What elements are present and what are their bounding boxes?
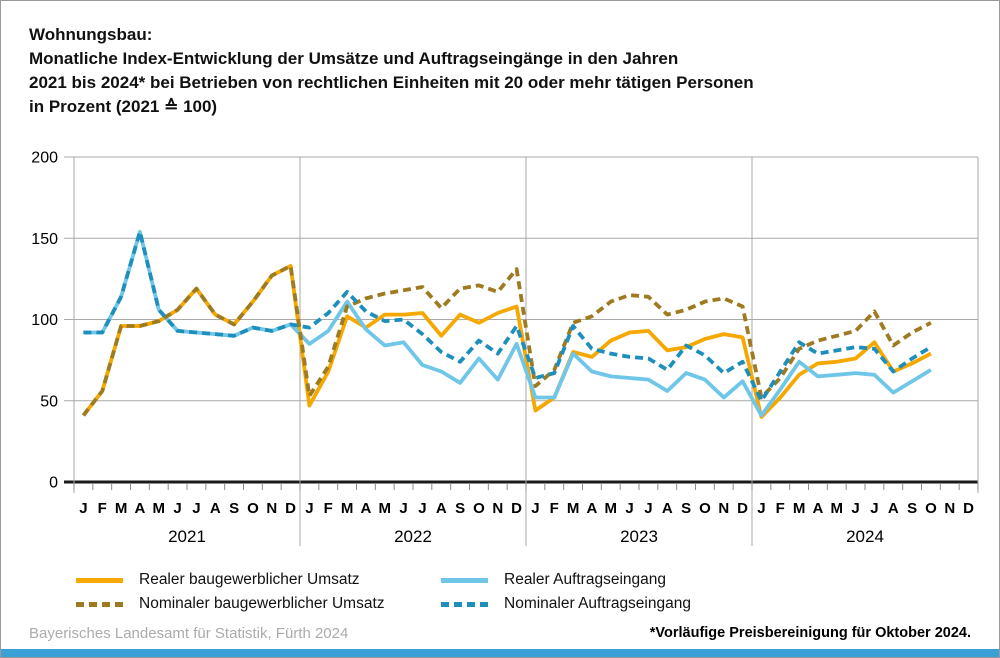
year-label-2023: 2023: [620, 527, 658, 546]
month-label: S: [907, 500, 917, 517]
month-label: N: [492, 500, 503, 517]
month-label: O: [247, 500, 259, 517]
legend-item-realer-auftragseingang: Realer Auftragseingang: [441, 568, 666, 592]
month-label: O: [925, 500, 937, 517]
legend-label-nominaler-auftragseingang: Nominaler Auftragseingang: [504, 595, 691, 612]
footnote-text: *Vorläufige Preisbereinigung für Oktober…: [649, 625, 971, 641]
legend-item-nominaler-auftragseingang: Nominaler Auftragseingang: [441, 592, 691, 616]
month-label: J: [173, 500, 181, 517]
month-label: D: [963, 500, 974, 517]
month-label: N: [266, 500, 277, 517]
series-line-realer-baugewerblicher-umsatz: [81, 263, 932, 419]
legend-label-realer-auftragseingang: Realer Auftragseingang: [504, 571, 667, 588]
month-label: A: [210, 500, 221, 517]
legend-swatch-nominaler-umsatz: [76, 601, 123, 607]
month-label: M: [567, 500, 580, 517]
chart-title-line4: in Prozent (2021 ≙ 100): [29, 97, 218, 116]
month-label: J: [625, 500, 633, 517]
legend-item-realer-umsatz: Realer baugewerblicher Umsatz: [76, 568, 360, 592]
series-line-nominaler-auftragseingang: [83, 229, 932, 403]
legend-swatch-nominaler-auftragseingang: [441, 601, 488, 607]
month-label: J: [79, 500, 87, 517]
y-tick-label-50: 50: [40, 393, 58, 410]
month-label: M: [793, 500, 806, 517]
month-label: F: [324, 500, 333, 517]
month-label: J: [418, 500, 426, 517]
month-label: M: [341, 500, 354, 517]
month-label: A: [134, 500, 145, 517]
month-label: D: [511, 500, 522, 517]
month-label: J: [644, 500, 652, 517]
chart-title: Wohnungsbau: Monatliche Index-Entwicklun…: [29, 23, 969, 119]
month-label: A: [436, 500, 447, 517]
month-label: D: [737, 500, 748, 517]
legend-label-nominaler-umsatz: Nominaler baugewerblicher Umsatz: [139, 595, 385, 612]
month-label: J: [399, 500, 407, 517]
month-label: A: [662, 500, 673, 517]
legend-swatch-realer-umsatz: [76, 577, 123, 583]
chart-title-line3: 2021 bis 2024* bei Betrieben von rechtli…: [29, 73, 754, 92]
y-tick-label-0: 0: [49, 475, 58, 492]
month-label: M: [605, 500, 618, 517]
month-label: S: [229, 500, 239, 517]
legend-swatch-realer-auftragseingang: [441, 577, 488, 583]
month-label: F: [776, 500, 785, 517]
month-label: J: [851, 500, 859, 517]
y-tick-label-200: 200: [31, 150, 58, 167]
month-label: O: [473, 500, 485, 517]
legend-label-realer-umsatz: Realer baugewerblicher Umsatz: [139, 571, 360, 588]
year-label-2024: 2024: [846, 527, 884, 546]
month-label: S: [681, 500, 691, 517]
month-label: M: [831, 500, 844, 517]
month-label: J: [757, 500, 765, 517]
month-label: D: [285, 500, 296, 517]
month-label: A: [812, 500, 823, 517]
chart-legend: Realer baugewerblicher Umsatz Nominaler …: [1, 566, 999, 618]
year-label-2021: 2021: [168, 527, 206, 546]
y-tick-label-100: 100: [31, 312, 58, 329]
month-label: A: [888, 500, 899, 517]
chart-title-line1: Wohnungsbau:: [29, 25, 153, 44]
month-label: A: [360, 500, 371, 517]
chart-title-line2: Monatliche Index-Entwicklung der Umsätze…: [29, 49, 679, 68]
month-label: N: [944, 500, 955, 517]
month-label: F: [550, 500, 559, 517]
month-label: J: [192, 500, 200, 517]
month-label: M: [153, 500, 166, 517]
month-label: O: [699, 500, 711, 517]
y-tick-label-150: 150: [31, 231, 58, 248]
series-line-nominaler-baugewerblicher-umsatz: [81, 263, 932, 417]
month-label: A: [586, 500, 597, 517]
bottom-accent-bar: [1, 649, 999, 657]
month-label: N: [718, 500, 729, 517]
month-label: J: [531, 500, 539, 517]
month-label: M: [379, 500, 392, 517]
legend-item-nominaler-umsatz: Nominaler baugewerblicher Umsatz: [76, 592, 385, 616]
month-label: F: [98, 500, 107, 517]
month-label: M: [115, 500, 128, 517]
year-label-2022: 2022: [394, 527, 432, 546]
month-label: J: [870, 500, 878, 517]
source-text: Bayerisches Landesamt für Statistik, Für…: [29, 625, 349, 642]
month-label: J: [305, 500, 313, 517]
month-label: S: [455, 500, 465, 517]
series-line-realer-auftragseingang: [83, 229, 932, 418]
